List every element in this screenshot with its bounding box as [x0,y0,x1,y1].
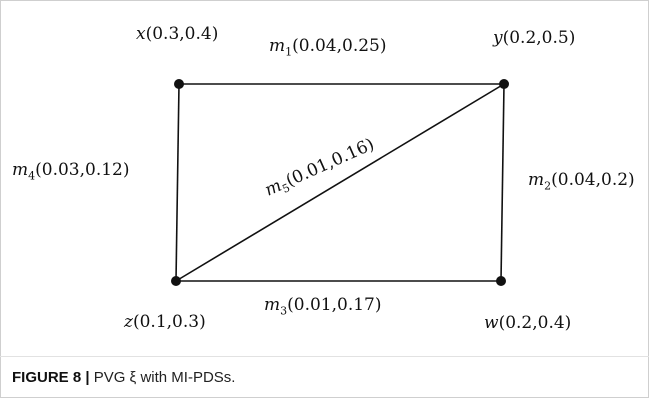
edge-m1-name: m [269,36,286,56]
edge-m3-label: m3(0.01,0.17) [264,295,382,317]
edge-m4 [175,83,180,282]
edge-m3-name: m [264,295,281,315]
vertex-x-dot [174,79,184,89]
caption-divider [0,356,649,357]
edge-m3-value: (0.01,0.17) [287,295,382,315]
edge-m5-name: m [262,176,285,201]
edge-m2-sub: 2 [544,179,552,193]
vertex-w-name: w [484,313,499,333]
vertex-z-dot [171,276,181,286]
edge-m2-value: (0.04,0.2) [551,170,635,190]
edge-m4-label: m4(0.03,0.12) [12,160,130,182]
vertex-y-label: y(0.2,0.5) [493,28,575,48]
edge-m4-value: (0.03,0.12) [35,160,130,180]
vertex-y-value: (0.2,0.5) [502,28,576,48]
vertex-y-name: y [493,28,503,48]
edge-m4-name: m [12,160,29,180]
vertex-y-dot [499,79,509,89]
edge-m5-label: m5(0.01,0.16) [262,135,378,203]
edge-m3-sub: 3 [280,304,288,318]
vertex-z-value: (0.1,0.3) [132,312,206,332]
edge-m5-sub: 5 [280,181,292,196]
edge-m1-label: m1(0.04,0.25) [269,36,387,58]
edge-m4-sub: 4 [28,169,36,183]
vertex-w-dot [496,276,506,286]
caption-lead: FIGURE 8 | [12,369,90,386]
vertex-x-name: x [136,24,146,44]
edge-m5-value: (0.01,0.16) [283,135,377,192]
vertex-w-label: w(0.2,0.4) [484,313,571,333]
graph-diagram: m5(0.01,0.16) [171,79,509,286]
edge-m2-name: m [528,170,545,190]
vertex-w-value: (0.2,0.4) [498,313,572,333]
figure-caption: FIGURE 8 | PVG ξ with MI-PDSs. [12,369,235,386]
edge-m2 [500,83,505,282]
vertex-x-value: (0.3,0.4) [145,24,219,44]
caption-text: PVG ξ with MI-PDSs. [89,369,236,386]
edge-m1-sub: 1 [285,45,293,59]
edge-m1-value: (0.04,0.25) [292,36,387,56]
edge-m2-label: m2(0.04,0.2) [528,170,635,192]
vertex-x-label: x(0.3,0.4) [136,24,218,44]
vertex-z-label: z(0.1,0.3) [124,312,206,332]
vertex-z-name: z [124,312,133,332]
edge-m5 [175,83,505,282]
